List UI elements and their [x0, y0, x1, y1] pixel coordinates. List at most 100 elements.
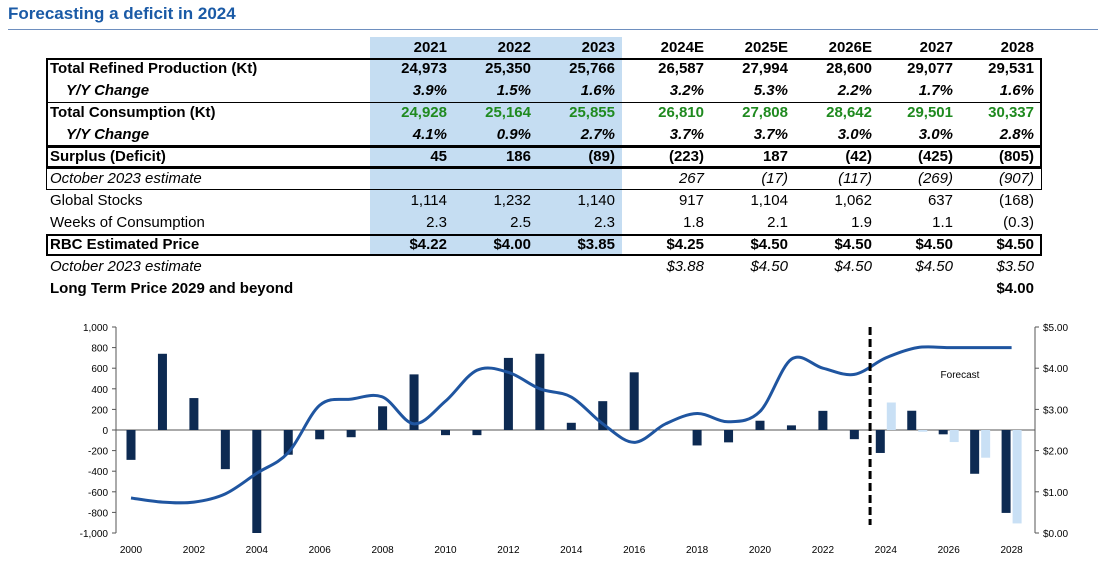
surplus-box — [46, 146, 1042, 168]
row-label: Total Refined Production (Kt) — [50, 60, 258, 77]
table-cell: 1.8 — [683, 214, 704, 231]
table-cell: 267 — [678, 170, 704, 187]
bar — [938, 430, 948, 435]
table-cell: (168) — [998, 192, 1034, 209]
bar — [378, 406, 388, 430]
row-label: Weeks of Consumption — [50, 214, 205, 231]
table-cell: 1,140 — [577, 192, 615, 209]
table-cell: (89) — [588, 148, 615, 165]
table-cell: $4.00 — [996, 280, 1034, 297]
year-header: 2024E — [660, 39, 704, 56]
estimate-bar — [886, 402, 896, 430]
x-tick-label: 2012 — [497, 545, 520, 556]
table-cell: 29,531 — [988, 60, 1034, 77]
title-divider — [8, 29, 1098, 30]
table-cell: $4.50 — [750, 236, 788, 253]
x-tick-label: 2026 — [938, 545, 961, 556]
bar — [818, 410, 828, 430]
row-label: October 2023 estimate — [50, 258, 202, 275]
price-line — [130, 345, 1012, 505]
table-cell: 186 — [505, 148, 531, 165]
table-cell: 1.6% — [580, 82, 615, 99]
x-tick-label: 2004 — [246, 545, 269, 556]
table-cell: 25,855 — [569, 104, 615, 121]
table-cell: 29,501 — [907, 104, 953, 121]
table-cell: $4.50 — [915, 236, 953, 253]
bar — [315, 430, 325, 440]
y-tick-label: 600 — [91, 364, 108, 375]
x-tick-label: 2014 — [560, 545, 583, 556]
table-cell: 45 — [430, 148, 447, 165]
bar — [472, 430, 482, 436]
x-tick-label: 2008 — [371, 545, 394, 556]
table-cell: (42) — [845, 148, 872, 165]
table-cell: (425) — [917, 148, 953, 165]
table-cell: 25,164 — [485, 104, 531, 121]
table-cell: (269) — [917, 170, 953, 187]
x-tick-label: 2028 — [1000, 545, 1023, 556]
table-cell: 27,994 — [742, 60, 788, 77]
table-cell: 2.3 — [594, 214, 615, 231]
table-cell: (0.3) — [1003, 214, 1034, 231]
table-cell: 1.9 — [851, 214, 872, 231]
table-cell: (805) — [998, 148, 1034, 165]
forecast-label: Forecast — [941, 370, 980, 381]
y2-tick-label: $4.00 — [1043, 364, 1068, 375]
bar — [692, 430, 702, 446]
bar — [252, 430, 262, 533]
table-cell: 637 — [927, 192, 953, 209]
year-header: 2022 — [497, 39, 531, 56]
y-tick-label: 800 — [91, 344, 108, 355]
row-label: Long Term Price 2029 and beyond — [50, 280, 294, 297]
bar — [346, 430, 356, 438]
table-cell: 1.5% — [496, 82, 531, 99]
table-cell: 187 — [762, 148, 788, 165]
table-cell: 0.9% — [496, 126, 531, 143]
table-cell: (117) — [838, 170, 872, 187]
x-tick-label: 2020 — [749, 545, 772, 556]
table-cell: 1,114 — [410, 192, 447, 209]
table-cell: 3.0% — [918, 126, 953, 143]
x-tick-label: 2016 — [623, 545, 646, 556]
table-cell: $3.50 — [996, 258, 1034, 275]
row-label: Y/Y Change — [66, 126, 150, 143]
table-cell: 2.2% — [837, 82, 872, 99]
y2-tick-label: $1.00 — [1043, 488, 1068, 499]
bar — [1001, 430, 1011, 513]
table-cell: 3.0% — [837, 126, 872, 143]
y-tick-label: 200 — [91, 405, 108, 416]
table-cell: 3.2% — [669, 82, 704, 99]
bar — [786, 425, 796, 430]
bar — [907, 410, 917, 430]
table-cell: $4.00 — [493, 236, 531, 253]
table-cell: 3.9% — [412, 82, 447, 99]
x-tick-label: 2018 — [686, 545, 709, 556]
table-cell: 3.7% — [669, 126, 704, 143]
table-cell: 2.1 — [767, 214, 788, 231]
y-tick-label: 400 — [91, 385, 108, 396]
x-tick-label: 2022 — [812, 545, 835, 556]
table-cell: 25,350 — [485, 60, 531, 77]
table-cell: 2.8% — [999, 126, 1034, 143]
bar — [126, 430, 136, 460]
bar — [157, 353, 167, 430]
table-cell: (907) — [998, 170, 1034, 187]
y-tick-label: -200 — [88, 447, 108, 458]
y-tick-label: -400 — [88, 467, 108, 478]
table-cell: 27,808 — [742, 104, 788, 121]
table-cell: 2.7% — [580, 126, 615, 143]
table-cell: 4.1% — [412, 126, 447, 143]
bar — [755, 420, 765, 430]
y2-tick-label: $5.00 — [1043, 323, 1068, 334]
bar — [970, 430, 980, 474]
bar — [875, 430, 885, 453]
table-cell: 24,928 — [401, 104, 447, 121]
table-cell: 2.3 — [426, 214, 447, 231]
table-cell: 917 — [678, 192, 704, 209]
price-box — [46, 234, 1042, 256]
bar — [598, 401, 608, 430]
y-tick-label: -600 — [88, 488, 108, 499]
row-label: Total Consumption (Kt) — [50, 104, 216, 121]
table-cell: $4.50 — [834, 258, 872, 275]
estimate-box — [46, 168, 1042, 190]
